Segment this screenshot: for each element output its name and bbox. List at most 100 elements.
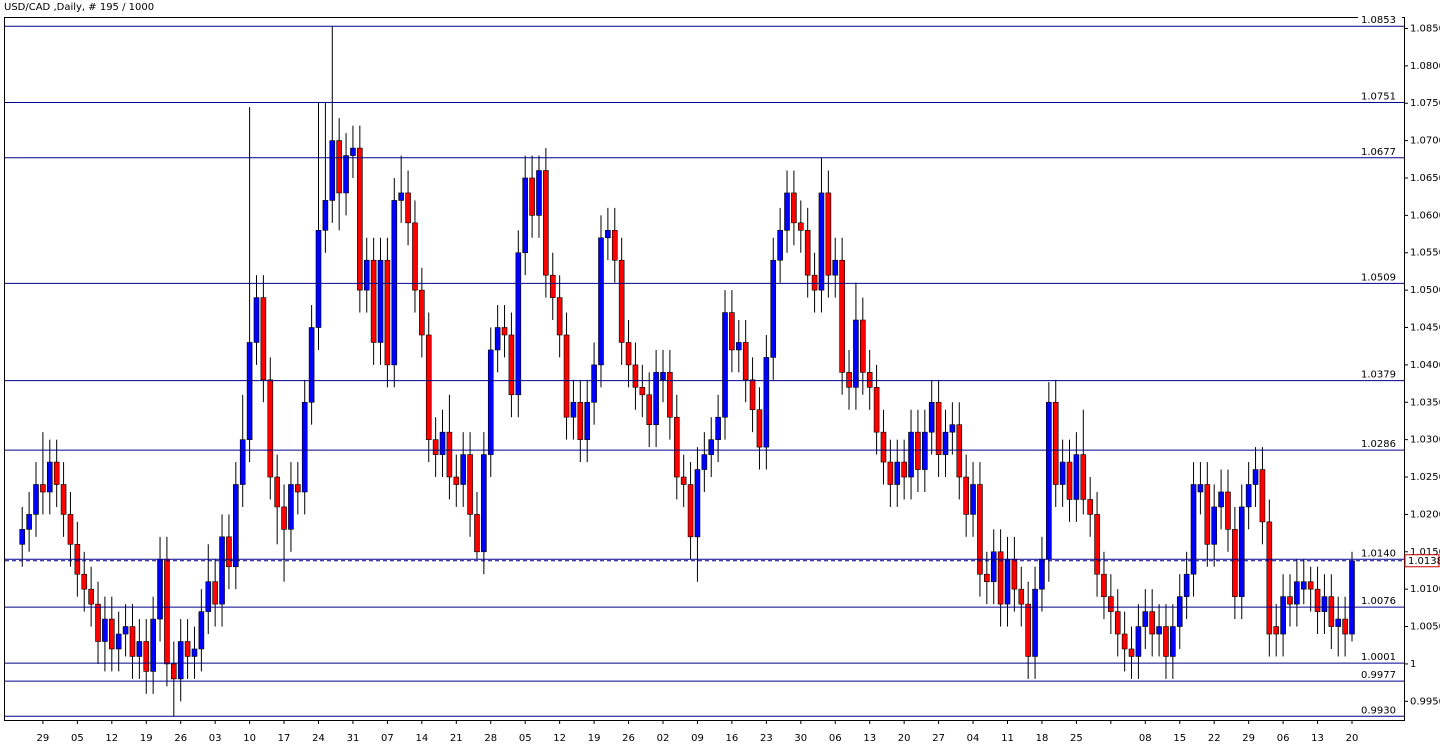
candle-body (67, 514, 74, 545)
candle-body (611, 230, 618, 261)
candle-body (970, 484, 976, 515)
candle-body (1197, 484, 1204, 493)
level-label-bg (1358, 704, 1402, 716)
candle-body (322, 200, 329, 231)
candle-body (1280, 596, 1286, 635)
candle-body (1259, 469, 1266, 523)
candle-body (384, 259, 391, 366)
level-label-bg (1358, 368, 1402, 380)
candle-body (1101, 573, 1107, 597)
candle-body (246, 342, 253, 440)
candle-body (653, 372, 659, 425)
candle-body (894, 461, 901, 485)
candle-body (577, 401, 584, 440)
y-tick-label: 1.0500 (1410, 285, 1440, 296)
x-tick-label: 06 (829, 733, 842, 744)
level-label: 1.0076 (1361, 596, 1396, 607)
candle-body (419, 289, 425, 336)
candle-body (164, 558, 170, 665)
candle-body (357, 147, 363, 291)
candle-body (839, 259, 845, 373)
level-label-bg (1358, 14, 1402, 26)
level-label-bg (1358, 669, 1402, 681)
candle-body (770, 259, 777, 358)
candle-body (336, 140, 342, 194)
candle-body (887, 461, 894, 485)
x-tick-label: 25 (1070, 733, 1083, 744)
y-tick-label: 1.0300 (1410, 435, 1440, 446)
y-tick-label: 1.0700 (1410, 136, 1440, 147)
x-tick-label: 15 (1173, 733, 1186, 744)
candle-body (508, 334, 515, 396)
x-tick-label: 05 (71, 733, 84, 744)
candle-body (267, 379, 274, 478)
candle-body (19, 529, 26, 545)
candle-body (687, 484, 694, 538)
candle-body (109, 618, 115, 650)
candle-body (1225, 491, 1231, 530)
candle-body (157, 558, 163, 620)
candle-body (253, 297, 260, 343)
candle-body (1059, 461, 1066, 485)
y-tick-label: 1.0250 (1410, 472, 1440, 483)
y-tick-label: 1.0800 (1410, 61, 1440, 72)
y-tick-label: 1.0850 (1410, 23, 1440, 34)
candle-body (219, 536, 225, 605)
candle-body (1149, 611, 1155, 635)
candle-body (880, 431, 887, 463)
y-tick-label: 1.0750 (1410, 98, 1440, 109)
x-tick-label: 04 (967, 733, 980, 744)
candle-body (1266, 521, 1273, 635)
candle-body (804, 230, 811, 276)
candle-body (735, 342, 742, 351)
candle-body (88, 588, 94, 605)
candle-body (632, 364, 639, 388)
candle-body (446, 431, 453, 478)
candle-body (853, 319, 859, 388)
x-tick-label: 30 (794, 733, 807, 744)
x-tick-label: 02 (657, 733, 670, 744)
candle-body (625, 342, 632, 366)
level-label-bg (1358, 438, 1402, 450)
level-label: 1.0001 (1361, 652, 1396, 663)
candle-body (398, 192, 404, 201)
candle-body (1349, 560, 1355, 635)
candle-body (997, 551, 1004, 605)
candle-body (1025, 603, 1031, 657)
x-tick-label: 10 (243, 733, 256, 744)
candle-body (984, 573, 990, 582)
candle-body (1204, 484, 1211, 545)
x-tick-label: 20 (1346, 733, 1359, 744)
candle-body (474, 514, 480, 553)
y-tick-label: 1.0200 (1410, 509, 1440, 520)
candle-body (143, 641, 150, 672)
y-tick-label: 1.0400 (1410, 360, 1440, 371)
candle-body (53, 461, 60, 485)
x-tick-label: 22 (1208, 733, 1221, 744)
x-tick-label: 13 (863, 733, 876, 744)
candle-body (922, 431, 928, 470)
candle-body (556, 297, 563, 336)
x-tick-label: 05 (519, 733, 532, 744)
chart-title: USD/CAD ,Daily, # 195 / 1000 (4, 2, 154, 13)
level-label-bg (1358, 271, 1402, 283)
candle-body (239, 439, 246, 485)
candle-body (281, 506, 287, 530)
x-tick-label: 17 (278, 733, 291, 744)
candle-body (363, 259, 370, 291)
candle-body (1294, 581, 1300, 605)
y-tick-label: 1.0550 (1410, 248, 1440, 259)
candle-body (1121, 633, 1128, 650)
candle-body (1232, 529, 1238, 597)
candle-body (777, 230, 783, 261)
level-label: 1.0379 (1361, 370, 1396, 381)
candle-body (563, 334, 570, 418)
candle-body (1114, 611, 1121, 635)
y-tick-label: 1.0350 (1410, 397, 1440, 408)
candle-body (515, 252, 522, 396)
candle-body (756, 409, 763, 448)
candle-body (467, 454, 473, 515)
x-tick-label: 26 (622, 733, 635, 744)
bid-label: 1.0138 (1408, 556, 1440, 567)
x-tick-label: 07 (381, 733, 394, 744)
